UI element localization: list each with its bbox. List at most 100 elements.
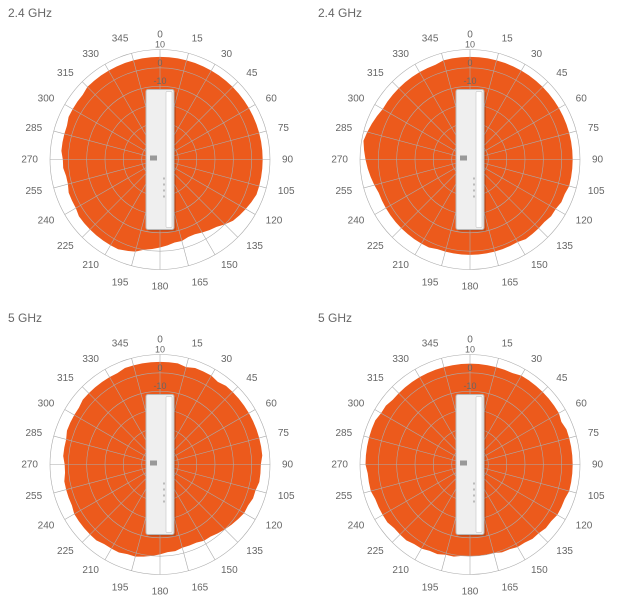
svg-text:270: 270 bbox=[21, 155, 38, 166]
svg-text:-10: -10 bbox=[153, 381, 166, 391]
svg-text:240: 240 bbox=[38, 216, 55, 227]
svg-text:345: 345 bbox=[422, 339, 439, 350]
svg-text:120: 120 bbox=[266, 216, 283, 227]
svg-text:330: 330 bbox=[82, 49, 99, 60]
svg-text:75: 75 bbox=[278, 123, 290, 134]
svg-text:210: 210 bbox=[392, 565, 409, 576]
panel-title: 5 GHz bbox=[8, 311, 42, 325]
svg-text:-10: -10 bbox=[463, 381, 476, 391]
svg-text:330: 330 bbox=[392, 49, 409, 60]
svg-text:165: 165 bbox=[192, 582, 209, 593]
svg-text:105: 105 bbox=[588, 491, 605, 502]
svg-text:315: 315 bbox=[367, 68, 384, 79]
svg-text:45: 45 bbox=[246, 68, 258, 79]
polar-chart: 0153045607590105120135150165180195210225… bbox=[6, 6, 306, 301]
svg-text:225: 225 bbox=[57, 546, 74, 557]
svg-text:75: 75 bbox=[278, 428, 290, 439]
svg-text:180: 180 bbox=[152, 587, 169, 598]
svg-text:300: 300 bbox=[348, 94, 365, 105]
svg-text:285: 285 bbox=[25, 123, 42, 134]
svg-text:330: 330 bbox=[82, 354, 99, 365]
svg-text:195: 195 bbox=[422, 277, 439, 288]
svg-text:255: 255 bbox=[25, 186, 42, 197]
svg-text:15: 15 bbox=[502, 34, 514, 45]
svg-text:180: 180 bbox=[462, 587, 479, 598]
svg-text:45: 45 bbox=[556, 373, 568, 384]
svg-text:15: 15 bbox=[192, 34, 204, 45]
svg-text:210: 210 bbox=[82, 565, 99, 576]
svg-text:10: 10 bbox=[155, 40, 165, 50]
polar-chart-grid: 2.4 GHz 01530456075901051201351501651801… bbox=[0, 0, 620, 610]
svg-text:195: 195 bbox=[112, 582, 129, 593]
svg-text:165: 165 bbox=[502, 277, 519, 288]
svg-text:315: 315 bbox=[57, 68, 74, 79]
svg-text:225: 225 bbox=[367, 546, 384, 557]
panel-title: 5 GHz bbox=[318, 311, 352, 325]
svg-text:240: 240 bbox=[348, 521, 365, 532]
svg-text:135: 135 bbox=[556, 546, 573, 557]
svg-text:10: 10 bbox=[465, 40, 475, 50]
svg-text:255: 255 bbox=[25, 491, 42, 502]
svg-text:30: 30 bbox=[221, 49, 233, 60]
svg-text:105: 105 bbox=[278, 491, 295, 502]
svg-text:10: 10 bbox=[155, 345, 165, 355]
svg-text:105: 105 bbox=[278, 186, 295, 197]
svg-text:90: 90 bbox=[282, 155, 294, 166]
svg-text:15: 15 bbox=[192, 339, 204, 350]
svg-text:255: 255 bbox=[335, 491, 352, 502]
svg-text:270: 270 bbox=[331, 460, 348, 471]
svg-text:195: 195 bbox=[112, 277, 129, 288]
svg-text:240: 240 bbox=[348, 216, 365, 227]
svg-text:60: 60 bbox=[266, 94, 278, 105]
svg-text:75: 75 bbox=[588, 123, 600, 134]
svg-text:150: 150 bbox=[531, 260, 548, 271]
panel-top-left: 2.4 GHz 01530456075901051201351501651801… bbox=[0, 0, 310, 305]
svg-text:300: 300 bbox=[38, 94, 55, 105]
svg-text:135: 135 bbox=[246, 241, 263, 252]
svg-text:30: 30 bbox=[531, 354, 543, 365]
svg-text:120: 120 bbox=[576, 216, 593, 227]
svg-text:285: 285 bbox=[335, 428, 352, 439]
svg-text:225: 225 bbox=[57, 241, 74, 252]
svg-text:210: 210 bbox=[82, 260, 99, 271]
svg-text:45: 45 bbox=[246, 373, 258, 384]
panel-bottom-left: 5 GHz 0153045607590105120135150165180195… bbox=[0, 305, 310, 610]
svg-text:10: 10 bbox=[465, 345, 475, 355]
svg-text:30: 30 bbox=[531, 49, 543, 60]
panel-bottom-right: 5 GHz 0153045607590105120135150165180195… bbox=[310, 305, 620, 610]
svg-text:240: 240 bbox=[38, 521, 55, 532]
svg-text:300: 300 bbox=[38, 399, 55, 410]
svg-text:315: 315 bbox=[367, 373, 384, 384]
svg-text:60: 60 bbox=[576, 399, 588, 410]
panel-top-right: 2.4 GHz 01530456075901051201351501651801… bbox=[310, 0, 620, 305]
svg-text:270: 270 bbox=[21, 460, 38, 471]
svg-text:150: 150 bbox=[221, 260, 238, 271]
svg-text:0: 0 bbox=[157, 58, 162, 68]
svg-text:300: 300 bbox=[348, 399, 365, 410]
panel-title: 2.4 GHz bbox=[318, 6, 362, 20]
polar-chart: 0153045607590105120135150165180195210225… bbox=[316, 311, 616, 606]
svg-text:165: 165 bbox=[502, 582, 519, 593]
polar-chart: 0153045607590105120135150165180195210225… bbox=[316, 6, 616, 301]
svg-text:330: 330 bbox=[392, 354, 409, 365]
svg-text:345: 345 bbox=[112, 339, 129, 350]
svg-text:135: 135 bbox=[556, 241, 573, 252]
svg-text:15: 15 bbox=[502, 339, 514, 350]
svg-text:255: 255 bbox=[335, 186, 352, 197]
svg-text:0: 0 bbox=[467, 58, 472, 68]
svg-text:210: 210 bbox=[392, 260, 409, 271]
svg-text:0: 0 bbox=[467, 363, 472, 373]
svg-text:150: 150 bbox=[531, 565, 548, 576]
svg-text:75: 75 bbox=[588, 428, 600, 439]
svg-text:60: 60 bbox=[266, 399, 278, 410]
svg-text:105: 105 bbox=[588, 186, 605, 197]
svg-text:135: 135 bbox=[246, 546, 263, 557]
svg-text:285: 285 bbox=[335, 123, 352, 134]
svg-text:225: 225 bbox=[367, 241, 384, 252]
svg-text:45: 45 bbox=[556, 68, 568, 79]
svg-text:345: 345 bbox=[422, 34, 439, 45]
svg-text:195: 195 bbox=[422, 582, 439, 593]
svg-text:270: 270 bbox=[331, 155, 348, 166]
svg-text:-10: -10 bbox=[463, 76, 476, 86]
svg-text:180: 180 bbox=[152, 282, 169, 293]
